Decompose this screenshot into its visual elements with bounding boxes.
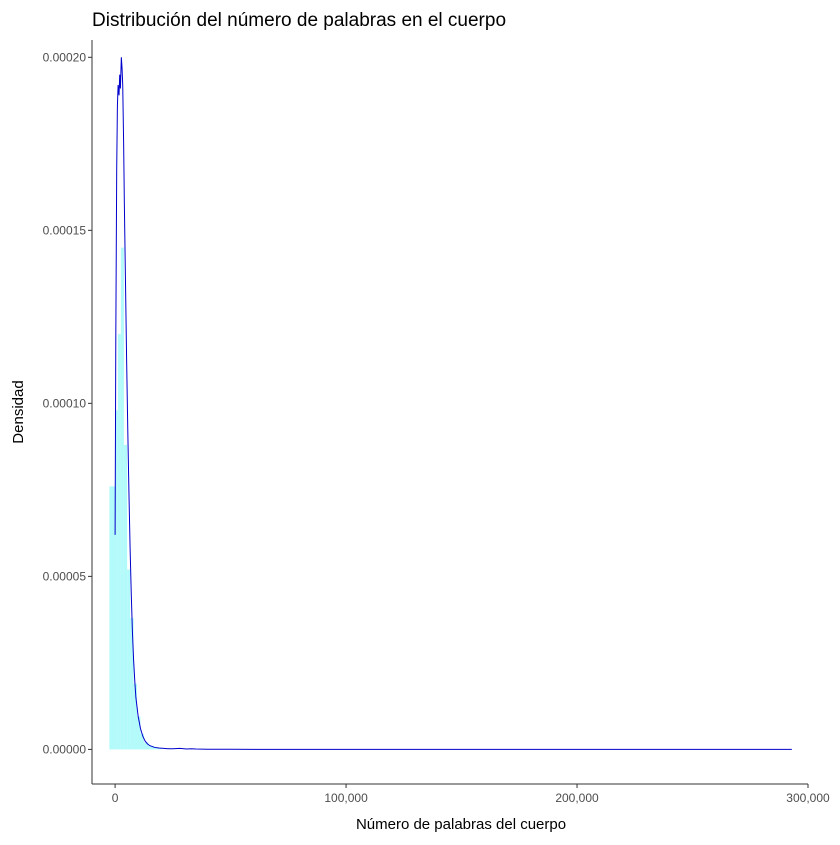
density-curve-line [114,57,792,750]
histogram-bar-2 [117,334,121,750]
histogram-bar-1 [115,410,118,750]
histogram-bar-11 [148,745,155,750]
y-tick-label-2: 0.00010 [43,396,87,410]
x-tick-label-1: 100,000 [324,791,368,805]
histogram-bar-9 [140,733,144,750]
histogram-bar-4 [123,444,128,750]
y-tick-label-4: 0.00020 [43,50,87,64]
histogram-bar-6 [130,617,134,750]
x-tick-label-0: 0 [112,791,119,805]
y-tick-label-1: 0.00005 [43,569,87,583]
histogram-bar-5 [127,569,131,750]
y-tick-label-3: 0.00015 [43,223,87,237]
density-layer [114,57,792,750]
histogram-bar-0 [109,486,116,750]
x-axis-title: Número de palabras del cuerpo [356,816,566,833]
x-tick-label-3: 300,000 [786,791,830,805]
axes-layer: 0.00000 0.00005 0.00010 0.00015 0.00020 0 100,… [43,40,830,805]
x-tick-label-2: 200,000 [555,791,599,805]
y-axis-title: Densidad [10,380,27,443]
histogram-bar-7 [133,683,138,750]
histogram-bar-12 [154,748,162,750]
histogram-bar-8 [137,716,141,750]
histogram-bar-3 [120,247,124,750]
chart-title: Distribución del número de palabras en e… [92,10,506,31]
histogram-bar-10 [143,742,149,750]
histogram-layer [109,247,162,750]
y-tick-label-0: 0.00000 [43,742,87,756]
